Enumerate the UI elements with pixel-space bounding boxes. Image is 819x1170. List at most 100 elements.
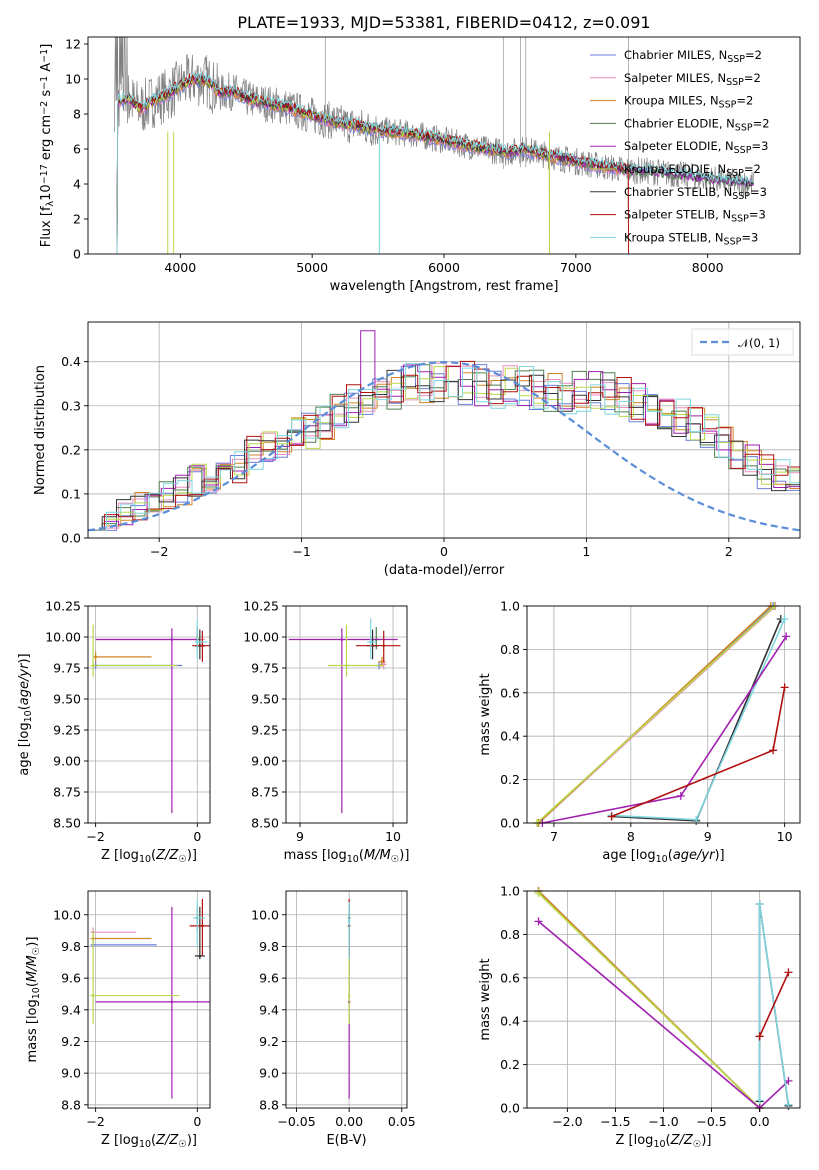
y-tick-label: 0.4 — [61, 354, 81, 369]
label-part: ( — [666, 1133, 671, 1148]
label-part: Z [log — [101, 1133, 139, 1148]
mw-z-y-label: mass weight — [478, 958, 493, 1040]
plus-marker — [534, 917, 543, 926]
y-tick-label: 9.0 — [61, 1066, 81, 1081]
legend-entry: Chabrier ELODIE, NSSP=2 — [624, 116, 770, 132]
label-part: Z/Z — [670, 1133, 694, 1148]
y-tick-label: 8.50 — [251, 816, 279, 831]
data-point — [382, 644, 386, 647]
age-z-x-label: Z [log10(Z/Z☉)] — [101, 848, 197, 865]
label-part: =3 — [741, 230, 758, 244]
x-tick-label: −2.0 — [552, 1114, 582, 1129]
data-point — [201, 924, 204, 928]
histogram-5 — [92, 366, 800, 531]
label-part: ☉ — [693, 1139, 702, 1150]
y-tick-label: 0.8 — [500, 927, 520, 942]
label-part: Kroupa MILES, N — [624, 94, 719, 108]
y-tick-label: 0.8 — [500, 642, 520, 657]
y-tick-label: 9.25 — [251, 723, 279, 738]
label-part: )] — [25, 937, 40, 947]
label-part: Z/Z — [155, 848, 179, 863]
label-part: ( — [151, 848, 156, 863]
legend-entry: Kroupa MILES, NSSP=2 — [624, 94, 753, 111]
mass_vs_Z-plot — [90, 898, 210, 1099]
y-tick-label: 8.75 — [53, 785, 81, 800]
y-tick-label: 8.8 — [61, 1097, 81, 1112]
x-tick-label: 2 — [725, 544, 733, 559]
residuals-x-label: (data-model)/error — [384, 563, 505, 578]
label-part: s — [39, 90, 54, 101]
y-tick-label: 9.50 — [251, 692, 279, 707]
y-tick-label: 10.25 — [45, 599, 81, 614]
label-part: Chabrier STELIB, N — [624, 185, 732, 199]
y-tick-label: 0.2 — [61, 442, 81, 457]
x-tick-label: 7 — [550, 829, 558, 844]
label-part: Z [log — [101, 848, 139, 863]
x-tick-label: 0.0 — [750, 1114, 770, 1129]
x-tick-label: 5000 — [296, 260, 328, 275]
x-tick-label: −0.05 — [277, 1114, 315, 1129]
y-tick-label: 10.00 — [45, 630, 81, 645]
axes-frame — [87, 605, 211, 824]
x-tick-label: 8000 — [692, 260, 724, 275]
label-part: Salpeter ELODIE, N — [624, 139, 734, 153]
y-tick-label: 0.1 — [61, 486, 81, 501]
data-point — [94, 655, 97, 659]
legend-entry: 𝒩(0, 1) — [738, 336, 780, 350]
plus-marker — [769, 746, 778, 755]
plus-marker — [607, 812, 616, 821]
weight-line — [537, 892, 761, 1109]
plus-marker — [780, 615, 789, 624]
y-tick-label: 1.0 — [500, 599, 520, 614]
label-part: ☉ — [178, 1139, 187, 1150]
label-part: ☉ — [31, 947, 42, 956]
data-point — [91, 664, 95, 667]
x-tick-label: 9 — [296, 829, 304, 844]
weight-line — [536, 605, 776, 824]
x-tick-label: −1.5 — [600, 1114, 630, 1129]
histogram-7 — [90, 360, 800, 531]
label-part: )] — [701, 1133, 711, 1148]
spectrum-y-label: Flux [fλ10−17 erg cm−2 s−1 A−1] — [39, 44, 56, 248]
data-point — [91, 994, 95, 997]
y-tick-label: 8.75 — [251, 785, 279, 800]
mass-z-x-label: Z [log10(Z/Z☉)] — [101, 1133, 197, 1150]
y-tick-label: 0.2 — [500, 1057, 520, 1072]
y-tick-label: 9.6 — [259, 971, 279, 986]
model-fit-5 — [116, 72, 550, 254]
plus-marker — [692, 815, 701, 824]
label-part: Salpeter STELIB, N — [624, 208, 731, 222]
label-part: ( — [17, 705, 32, 710]
y-tick-label: 9.2 — [61, 1034, 81, 1049]
axes-frame — [285, 605, 408, 824]
legend-entry: Kroupa ELODIE, NSSP=2 — [624, 162, 761, 179]
y-tick-label: 10.00 — [243, 630, 279, 645]
x-tick-label: −1.0 — [648, 1114, 678, 1129]
data-point — [195, 640, 199, 644]
label-part: age/yr — [673, 848, 716, 863]
x-tick-label: 4000 — [164, 260, 196, 275]
model-fit-8 — [116, 71, 755, 254]
y-tick-label: 9.0 — [259, 1066, 279, 1081]
label-part: 10 — [653, 1139, 665, 1150]
data-point — [201, 644, 204, 647]
y-tick-label: 0.4 — [500, 729, 520, 744]
label-part: =3 — [751, 139, 768, 153]
axes-frame — [87, 890, 211, 1109]
label-part: −2 — [39, 101, 50, 115]
label-part: SSP — [732, 190, 750, 201]
x-tick-label: −2 — [86, 829, 104, 844]
x-tick-label: −1 — [292, 544, 310, 559]
label-part: 10 — [656, 854, 668, 865]
label-part: 10 — [23, 710, 34, 722]
y-tick-label: 2 — [73, 212, 81, 227]
label-part: M/M — [25, 955, 40, 982]
plus-marker — [534, 889, 543, 898]
data-point — [195, 916, 199, 920]
plus-marker — [782, 632, 791, 641]
x-tick-label: 0 — [193, 829, 201, 844]
x-tick-label: 10 — [777, 829, 793, 844]
weight-line — [611, 687, 786, 818]
data-point — [347, 994, 351, 997]
y-tick-label: 4 — [73, 177, 81, 192]
